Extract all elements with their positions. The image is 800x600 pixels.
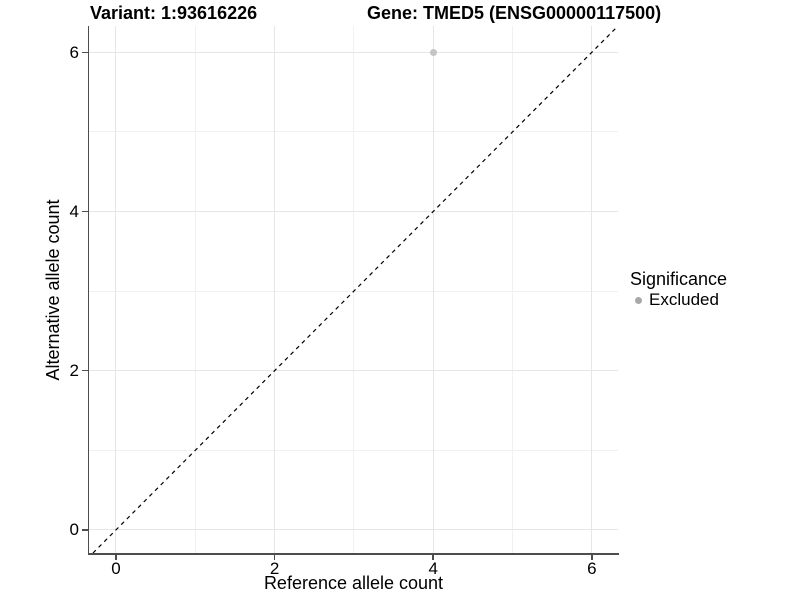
major-gridline-horizontal: [89, 210, 618, 212]
major-gridline-horizontal: [89, 51, 618, 53]
identity-reference-line: [92, 25, 619, 554]
excluded-marker-icon: [635, 296, 642, 304]
minor-gridline-horizontal: [89, 449, 618, 451]
x-tick-label: 2: [269, 559, 280, 578]
data-point: [429, 48, 437, 56]
major-gridline-horizontal: [89, 370, 618, 372]
minor-gridline-horizontal: [89, 131, 618, 133]
y-axis-tick: [82, 51, 88, 54]
y-tick-label: 6: [69, 42, 79, 62]
legend-item-excluded: Excluded: [630, 290, 727, 310]
y-tick-label: 4: [69, 201, 79, 221]
x-axis-tick: [591, 554, 593, 560]
x-tick-label: 6: [587, 559, 597, 578]
y-axis-title: Alternative allele count: [43, 199, 63, 381]
major-gridline-vertical: [591, 26, 593, 553]
legend-item-label: Excluded: [649, 290, 719, 309]
major-gridline-vertical: [274, 26, 276, 553]
x-tick-label: 0: [111, 559, 121, 578]
legend: Significance Excluded: [630, 268, 727, 310]
x-axis-tick: [115, 554, 117, 560]
variant-title: Variant: 1:93616226: [90, 3, 258, 23]
y-axis-tick: [82, 369, 88, 372]
x-tick-label: 4: [428, 559, 438, 578]
major-gridline-horizontal: [89, 529, 618, 531]
x-axis-line: [87, 553, 619, 555]
y-tick-label: 0: [69, 520, 79, 540]
minor-gridline-vertical: [353, 26, 355, 553]
minor-gridline-vertical: [512, 26, 514, 553]
minor-gridline-vertical: [194, 26, 196, 553]
y-axis-tick: [82, 210, 88, 213]
y-tick-label: 2: [69, 361, 79, 381]
plot-panel: 0 2 4 6 0 2 4 6: [70, 25, 619, 578]
x-axis-title: Reference allele count: [263, 573, 444, 593]
legend-title: Significance: [630, 269, 728, 289]
y-axis-line: [87, 26, 89, 555]
x-axis-tick: [273, 554, 276, 560]
major-gridline-vertical: [115, 26, 117, 553]
x-axis-tick: [432, 554, 434, 560]
y-axis-tick: [82, 529, 88, 531]
gene-title: Gene: TMED5 (ENSG00000117500): [367, 3, 662, 23]
major-gridline-vertical: [432, 26, 434, 553]
